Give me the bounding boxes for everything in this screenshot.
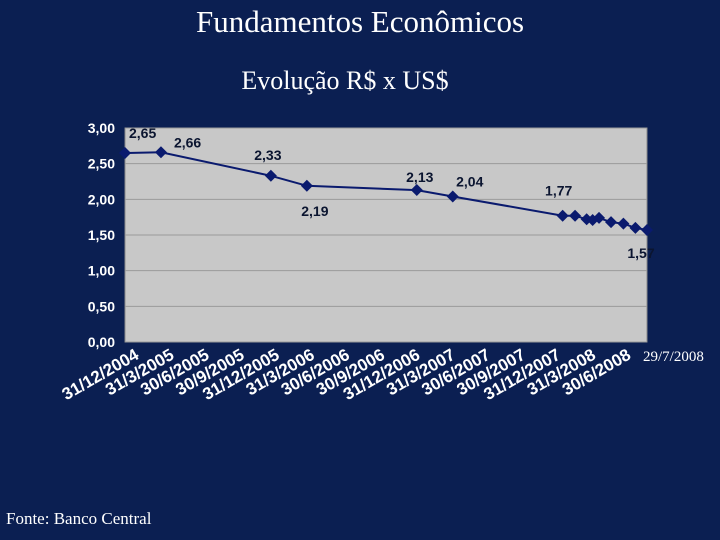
gridlines xyxy=(125,127,647,343)
source-note: Fonte: Banco Central xyxy=(6,509,152,528)
data-point xyxy=(119,146,131,159)
data-label: 1,77 xyxy=(545,183,572,199)
data-label: 2,33 xyxy=(254,147,281,163)
data-label: 2,19 xyxy=(301,203,328,219)
data-label: 2,66 xyxy=(174,134,201,150)
y-tick-label: 0,50 xyxy=(88,298,115,314)
data-point xyxy=(556,209,569,222)
data-point xyxy=(569,209,582,222)
data-label: 1,57 xyxy=(627,245,654,261)
y-axis-ticks: 0,00 0,50 1,00 1,50 2,00 2,50 3,00 xyxy=(88,120,115,350)
data-point xyxy=(410,184,423,197)
data-label: 2,13 xyxy=(406,169,433,185)
data-labels: 2,65 2,66 2,33 2,19 2,13 2,04 1,77 1,57 xyxy=(129,125,655,261)
data-label: 2,65 xyxy=(129,125,156,141)
series-markers xyxy=(119,146,653,237)
last-date-label: 29/7/2008 xyxy=(643,349,704,365)
data-point xyxy=(629,221,642,234)
data-point xyxy=(641,224,653,237)
y-tick-label: 2,50 xyxy=(88,156,115,172)
data-point xyxy=(617,217,630,230)
y-tick-label: 1,50 xyxy=(88,227,115,243)
data-point xyxy=(154,146,167,159)
data-label: 2,04 xyxy=(456,173,483,189)
data-point xyxy=(605,216,618,229)
slide-title: Fundamentos Econômicos xyxy=(195,4,525,39)
data-point xyxy=(300,179,313,192)
slide-subtitle: Evolução R$ x US$ xyxy=(241,66,449,95)
y-tick-label: 3,00 xyxy=(88,120,115,136)
y-tick-label: 2,00 xyxy=(88,191,115,207)
data-point xyxy=(446,190,459,203)
y-tick-label: 0,00 xyxy=(88,334,115,350)
x-axis-ticks: 31/12/200431/3/200530/6/200530/9/200531/… xyxy=(59,345,634,404)
data-point xyxy=(264,169,277,182)
data-point xyxy=(593,211,606,224)
y-tick-label: 1,00 xyxy=(88,263,115,279)
